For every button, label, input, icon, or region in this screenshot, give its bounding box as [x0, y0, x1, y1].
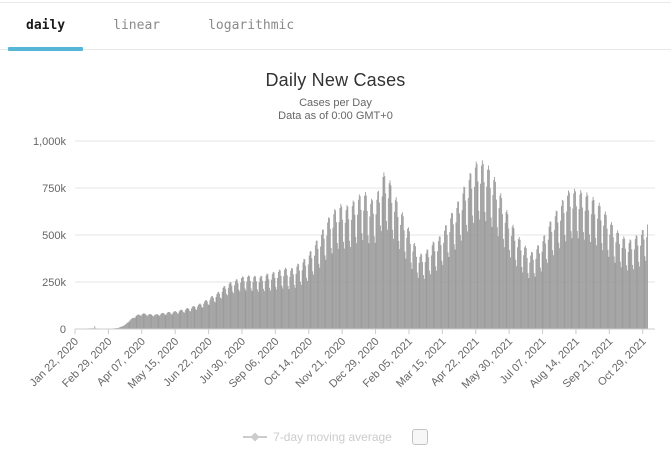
tab-daily-label: daily [26, 18, 66, 33]
tab-linear-label: linear [113, 18, 161, 33]
tab-linear[interactable]: linear [95, 2, 178, 50]
svg-text:500k: 500k [42, 230, 66, 242]
tab-logarithmic-label: logarithmic [208, 18, 295, 33]
active-tab-underline [8, 47, 84, 51]
chart-subtitle: Cases per Day [299, 97, 372, 109]
legend-label: 7-day moving average [273, 430, 392, 444]
tab-daily[interactable]: daily [8, 2, 84, 51]
moving-average-checkbox[interactable] [411, 429, 428, 445]
svg-text:1,000k: 1,000k [33, 136, 67, 148]
svg-text:750k: 750k [42, 183, 66, 195]
page-title: Daily New Cases [265, 70, 406, 90]
svg-text:0: 0 [60, 324, 66, 336]
chart-legend: 7-day moving average [0, 427, 671, 447]
svg-text:250k: 250k [42, 277, 66, 289]
chart-data-asof: Data as of 0:00 GMT+0 [278, 110, 393, 122]
chart-type-tabs: daily linear logarithmic [0, 2, 671, 51]
legend-item-7day-moving-average[interactable]: 7-day moving average [243, 430, 392, 444]
tab-logarithmic[interactable]: logarithmic [190, 2, 312, 50]
line-diamond-icon [243, 432, 268, 442]
